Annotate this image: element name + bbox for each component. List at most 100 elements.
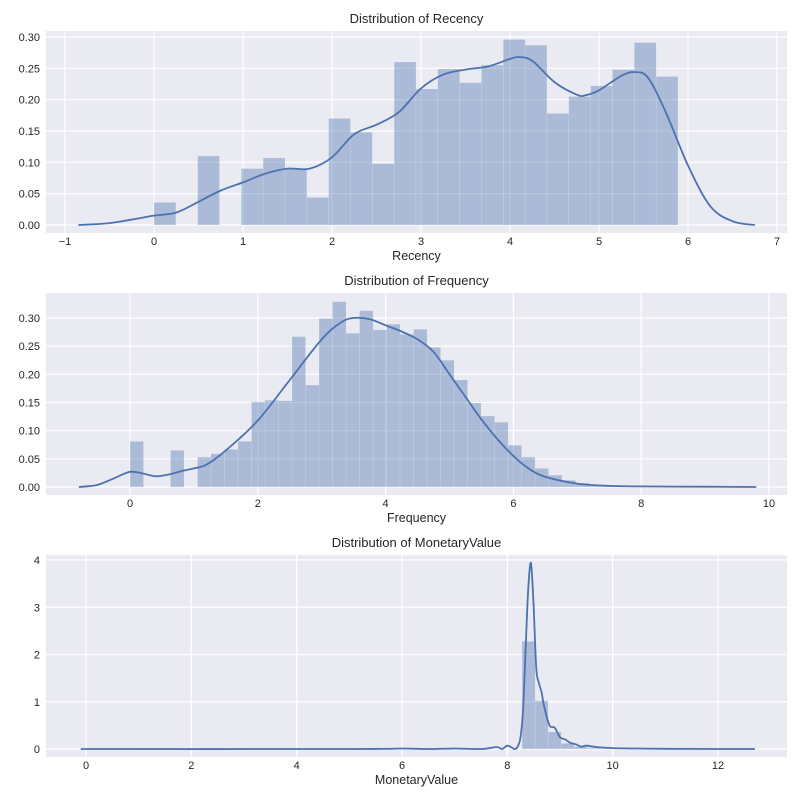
y-tick-label: 0.25 [19, 341, 40, 353]
histogram-bar [507, 445, 522, 488]
histogram-bar [241, 168, 264, 226]
histogram-bar [318, 318, 333, 488]
histogram-bar [291, 336, 306, 488]
x-tick-label: 2 [329, 236, 335, 248]
x-axis-label: Frequency [387, 511, 447, 525]
x-tick-label: 2 [188, 760, 194, 772]
histogram-bar [328, 118, 351, 226]
x-tick-label: 6 [510, 498, 516, 510]
x-tick-label: 1 [240, 236, 246, 248]
histogram-bar [440, 360, 455, 488]
histogram-bar [413, 329, 428, 488]
y-tick-label: 1 [34, 697, 40, 709]
y-tick-label: 0.10 [19, 426, 40, 438]
histogram-bar [210, 453, 225, 488]
kde-line [78, 56, 755, 226]
x-tick-label: 0 [127, 498, 133, 510]
histogram-bar [129, 441, 144, 488]
x-tick-label: 0 [151, 236, 157, 248]
histogram-bar [284, 168, 308, 226]
histogram-bar [546, 113, 570, 226]
histogram-bar [224, 449, 239, 488]
y-tick-label: 0.30 [19, 313, 40, 325]
histogram-bar [306, 197, 329, 226]
x-tick-label: 0 [83, 760, 89, 772]
x-tick-label: 10 [607, 760, 619, 772]
histogram-bar [264, 399, 279, 488]
histogram-bar [459, 82, 482, 226]
plot-background [46, 31, 787, 233]
histogram-bar [586, 747, 601, 750]
y-tick-label: 0.05 [19, 454, 40, 466]
histogram-bar [359, 310, 374, 488]
histogram-bar [655, 76, 679, 226]
y-tick-label: 0.00 [19, 220, 40, 232]
histogram-bar [415, 88, 439, 226]
histogram-bar [590, 85, 613, 226]
x-tick-label: 6 [399, 760, 405, 772]
histogram-bar [197, 155, 220, 226]
histogram-bar [237, 441, 252, 488]
x-tick-label: 6 [685, 236, 691, 248]
histogram-bar [372, 329, 387, 488]
histogram-bar [437, 68, 460, 226]
x-tick-label: −1 [59, 236, 72, 248]
histogram-bar [481, 64, 504, 226]
kde-line [78, 316, 757, 488]
y-tick-label: 0.20 [19, 369, 40, 381]
y-tick-label: 2 [34, 650, 40, 662]
x-tick-label: 7 [774, 236, 780, 248]
histogram-bar [547, 731, 562, 750]
histogram-bar [426, 347, 441, 488]
chart-panel-1: Distribution of Recency −1 0 1 2 3 4 5 6 7 0.00 0.0… [19, 11, 787, 263]
x-tick-label: 8 [504, 760, 510, 772]
histogram-bar [332, 301, 347, 488]
x-tick-label: 4 [294, 760, 300, 772]
histogram-bar [393, 61, 417, 226]
histogram-bar [480, 415, 495, 488]
histogram-bar [612, 69, 635, 226]
histogram-bar [350, 132, 373, 226]
histogram-bar [503, 39, 526, 226]
y-tick-label: 3 [34, 602, 40, 614]
histogram-bar [399, 334, 414, 488]
histogram-bar [534, 700, 549, 750]
kde-line [80, 561, 755, 750]
chart-title: Distribution of Frequency [344, 273, 489, 288]
y-tick-label: 0.15 [19, 398, 40, 410]
x-tick-label: 8 [638, 498, 644, 510]
y-tick-label: 0.30 [19, 32, 40, 44]
x-tick-label: 12 [712, 760, 724, 772]
y-tick-label: 0.25 [19, 63, 40, 75]
y-tick-label: 0.20 [19, 95, 40, 107]
histogram-bar [467, 402, 482, 488]
histogram-bars [153, 39, 679, 226]
plot-background [46, 293, 787, 495]
y-tick-label: 0.00 [19, 482, 40, 494]
histogram-bar [453, 379, 468, 488]
histogram-bar [524, 44, 548, 226]
histogram-bar [345, 332, 360, 488]
plot-background [46, 555, 787, 757]
y-tick-label: 0.15 [19, 126, 40, 138]
x-tick-label: 2 [255, 498, 261, 510]
chart-title: Distribution of MonetaryValue [332, 535, 502, 550]
histogram-bar [372, 163, 395, 226]
x-tick-label: 5 [596, 236, 602, 248]
y-tick-label: 0.10 [19, 157, 40, 169]
histogram-bar [568, 96, 591, 226]
histogram-bar [386, 323, 401, 488]
histogram-bar [305, 384, 320, 488]
chart-title: Distribution of Recency [350, 11, 484, 26]
histogram-bar [278, 400, 293, 488]
y-tick-label: 0.05 [19, 189, 40, 201]
x-tick-label: 4 [507, 236, 513, 248]
histogram-bar [262, 157, 286, 226]
histogram-bar [494, 421, 509, 488]
histogram-bar [197, 456, 212, 488]
histogram-bar [170, 450, 185, 488]
x-tick-label: 3 [418, 236, 424, 248]
histogram-bar [560, 743, 575, 750]
